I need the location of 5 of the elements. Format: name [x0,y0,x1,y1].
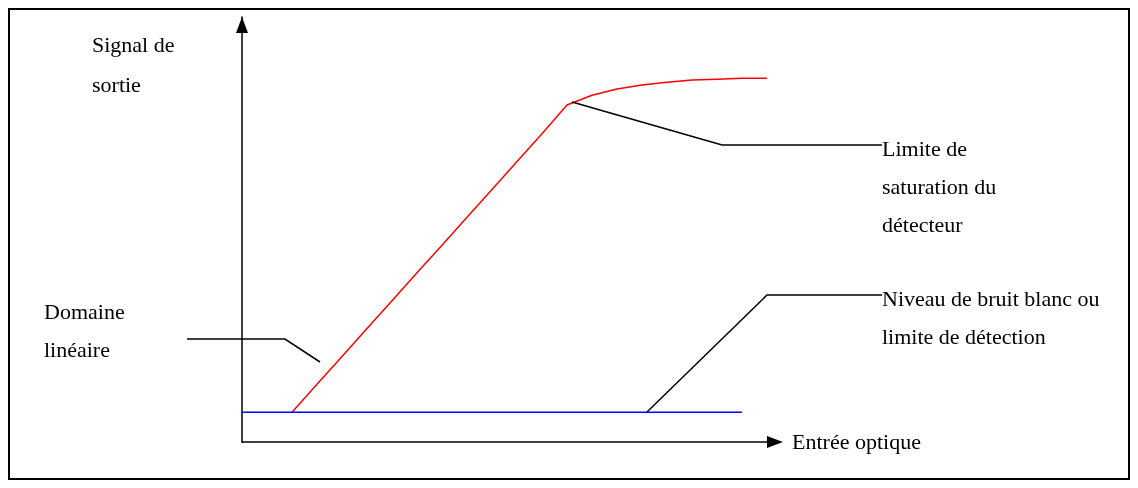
y-axis-title: Signal de sortie [92,31,180,97]
text: Domaine linéaire [44,298,131,362]
text: Limite de saturation du détecteur [882,135,1002,237]
x-axis-title: Entrée optique [792,428,921,454]
text: Niveau de bruit blanc ou limite de détection [882,285,1105,349]
